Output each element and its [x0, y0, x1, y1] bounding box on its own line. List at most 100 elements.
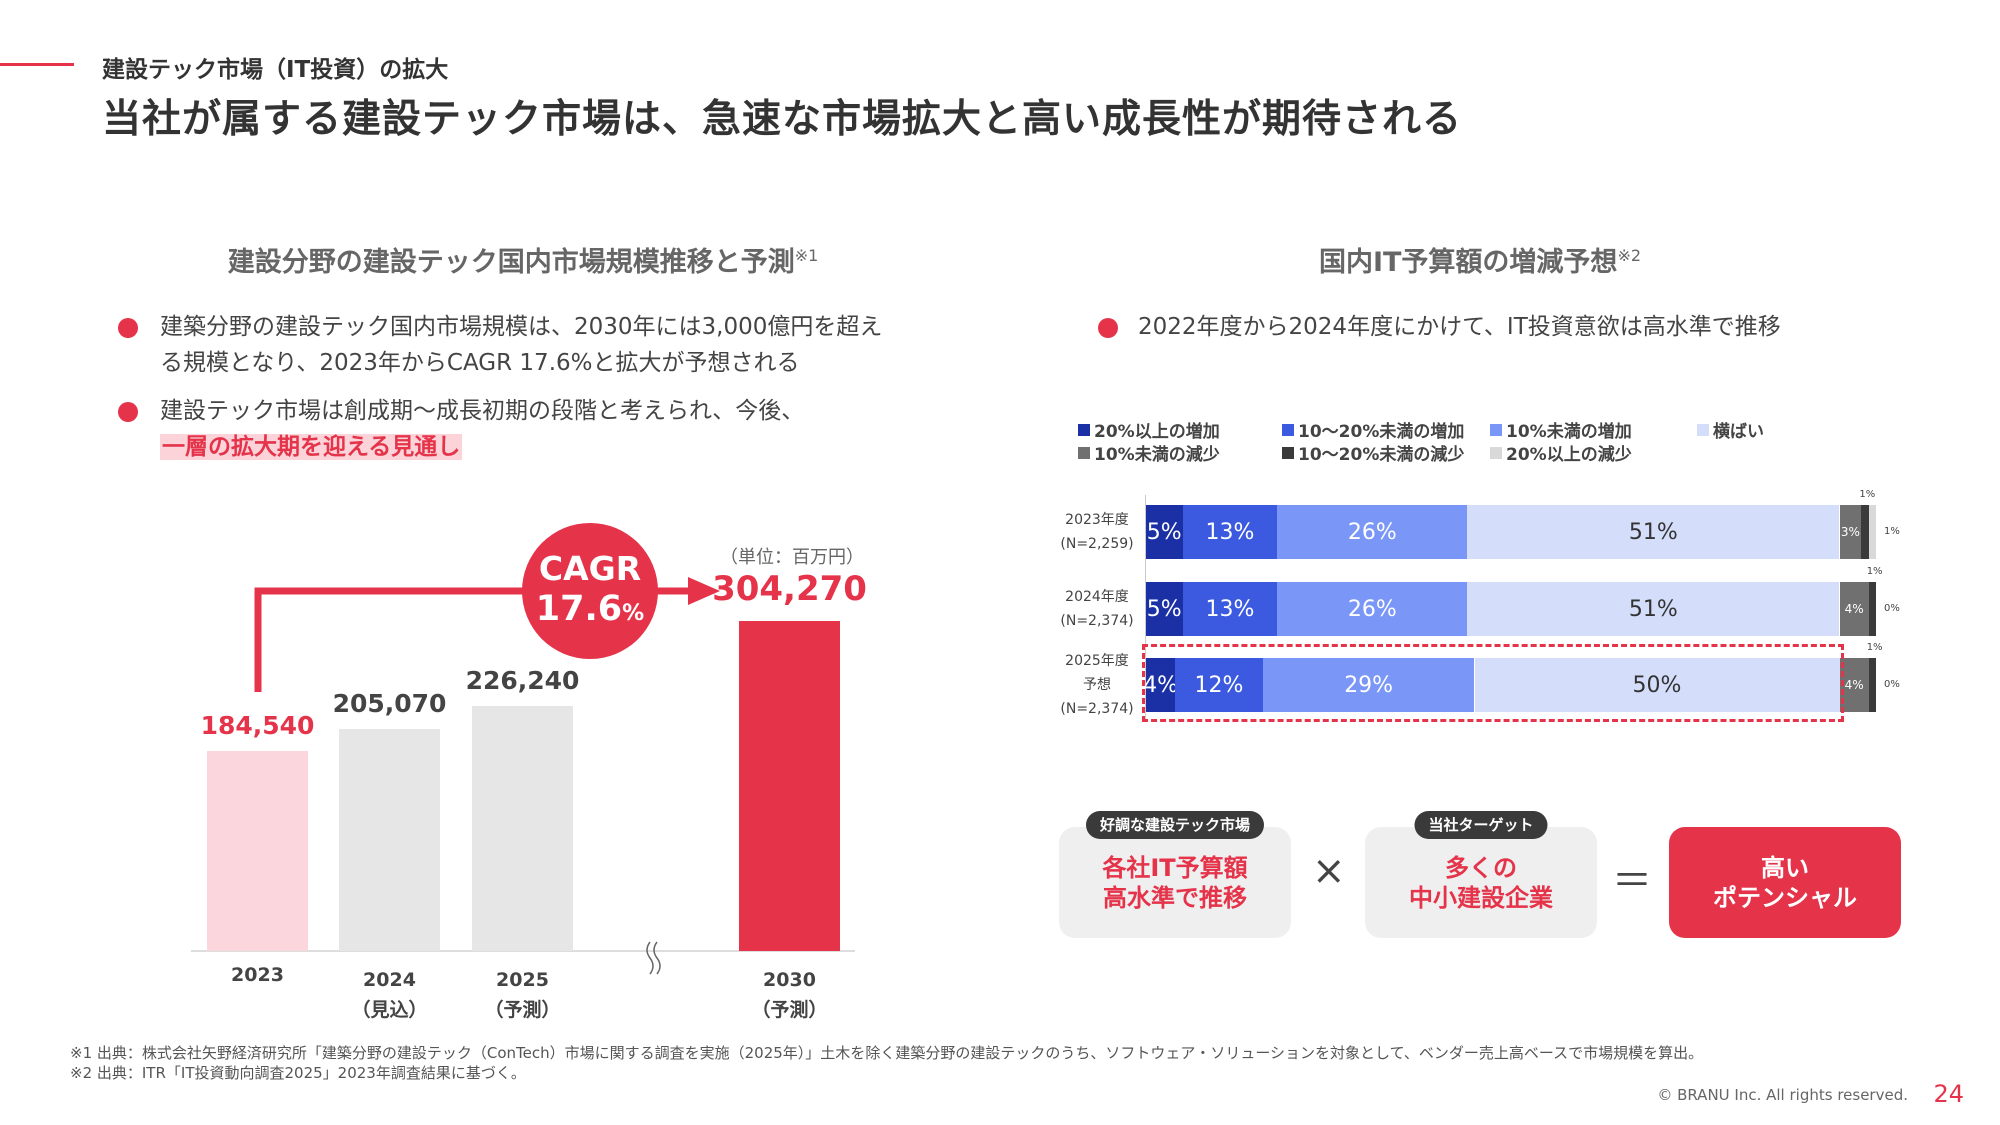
page-title: 当社が属する建設テック市場は、急速な市場拡大と高い成長性が期待される: [102, 97, 1463, 142]
bar-2024: [339, 728, 440, 951]
x-tick-label: 2024 （見込）: [320, 965, 460, 1025]
year-note: （見込）: [351, 999, 428, 1021]
bullet-dot: [118, 402, 138, 422]
left-bullet-1: 建築分野の建設テック国内市場規模は、2030年には3,000億円を超え る規模とな…: [160, 309, 882, 381]
bar-segment: 5%: [1146, 505, 1183, 559]
small-value-label: 0%: [1884, 603, 1900, 614]
year: 2023: [231, 964, 284, 986]
x-tick-label: 2030 （予測）: [720, 965, 860, 1025]
row-label: 2023年度 (N=2,259): [1052, 508, 1142, 556]
left-heading-note: ※1: [794, 246, 819, 265]
value-label: 304,270: [712, 569, 867, 610]
row-year: 2025年度: [1065, 653, 1129, 669]
value-label: 205,070: [332, 688, 447, 718]
bar-segment: 12%: [1175, 658, 1263, 712]
bar-segment: 26%: [1277, 582, 1468, 636]
legend-label: 10〜20%未満の増加: [1298, 422, 1465, 442]
bar-segment: [1868, 505, 1876, 559]
box-text: 高水準で推移: [1103, 883, 1247, 912]
bullet-dot: [118, 318, 138, 338]
row-year: 2024年度: [1065, 589, 1129, 605]
legend-item: 10%未満の減少: [1078, 440, 1220, 465]
legend-swatch: [1490, 446, 1502, 459]
bar-segment: 4%: [1143, 658, 1178, 712]
row-n: (N=2,374): [1060, 613, 1134, 629]
legend-label: 10%未満の減少: [1094, 445, 1220, 465]
right-heading: 国内IT予算額の増減予想※2: [1100, 240, 1860, 279]
right-heading-text: 国内IT予算額の増減予想: [1318, 247, 1618, 278]
legend-item: 20%以上の増加: [1078, 417, 1220, 442]
bar-segment: 51%: [1467, 582, 1840, 636]
right-bullet: 2022年度から2024年度にかけて、IT投資意欲は高水準で推移: [1138, 314, 1781, 340]
times-symbol: ×: [1312, 848, 1346, 894]
legend-swatch: [1697, 423, 1709, 436]
value-label: 226,240: [465, 665, 580, 695]
bar-segment: 5%: [1146, 582, 1183, 636]
legend-label: 横ばい: [1713, 422, 1764, 442]
bar-2023: [207, 751, 308, 951]
tag-label: 好調な建設テック市場: [1085, 811, 1265, 839]
footnote-2: ※2 出典：ITR「IT投資動向調査2025」2023年調査結果に基づく。: [70, 1064, 526, 1082]
small-value-label: 1%: [1859, 489, 1876, 500]
stacked-bar-row: 5% 13% 26% 51% 3%: [1146, 505, 1876, 559]
box-text: 高い: [1761, 853, 1809, 882]
box-text: 各社IT予算額: [1102, 853, 1248, 882]
legend-item: 10〜20%未満の増加: [1282, 417, 1464, 442]
box-text: 中小建設企業: [1409, 883, 1553, 912]
year-note: （予測）: [751, 999, 828, 1021]
left-heading-text: 建設分野の建設テック国内市場規模推移と予測: [227, 247, 795, 278]
box-text: ポテンシャル: [1713, 883, 1857, 912]
bar-segment: 4%: [1839, 658, 1869, 712]
bar-segment: 4%: [1839, 582, 1869, 636]
legend-label: 20%以上の増加: [1094, 422, 1220, 442]
small-value-label: 0%: [1884, 679, 1900, 690]
right-heading-note: ※2: [1617, 246, 1642, 265]
bar-2030: [739, 621, 840, 951]
equals-symbol: ＝: [1612, 858, 1652, 904]
chart-legend: 20%以上の増加 10〜20%未満の増加 10%未満の増加 横ばい 10%未満の減少 10…: [1078, 417, 1878, 467]
legend-label: 20%以上の減少: [1506, 445, 1632, 465]
legend-swatch: [1490, 423, 1502, 436]
y-axis-line: [1145, 495, 1146, 720]
row-label: 2025年度 予想 (N=2,374): [1052, 649, 1142, 721]
row-n: (N=2,374): [1060, 701, 1134, 717]
small-value-label: 1%: [1866, 642, 1883, 653]
legend-label: 10%未満の増加: [1506, 422, 1632, 442]
page-number: 24: [1933, 1080, 1964, 1108]
legend-label: 10〜20%未満の減少: [1298, 445, 1465, 465]
summary-box-market: 好調な建設テック市場 各社IT予算額 高水準で推移: [1059, 811, 1291, 938]
arrow-head-icon: [688, 577, 720, 605]
left-heading: 建設分野の建設テック国内市場規模推移と予測※1: [143, 240, 903, 279]
bar-segment: 51%: [1467, 505, 1840, 559]
cagr-value: 17.6: [535, 589, 623, 629]
bar-segment: 26%: [1277, 505, 1468, 559]
copyright: © BRANU Inc. All rights reserved.: [1657, 1086, 1908, 1104]
bar-segment: [1861, 505, 1869, 559]
bar-segment: [1868, 582, 1876, 636]
forecast-highlight-box: [1142, 644, 1844, 722]
x-tick-label: 2025 （予測）: [453, 965, 593, 1025]
bar-2025: [472, 705, 573, 951]
legend-item: 横ばい: [1697, 417, 1764, 442]
bar-segment: 3%: [1839, 505, 1862, 559]
bar-segment: [1868, 658, 1876, 712]
legend-swatch: [1282, 423, 1294, 436]
market-size-chart: CAGR 17.6% （単位：百万円） 184,540 2023 205,070 20…: [0, 0, 1000, 1040]
stacked-bar-row: 4% 12% 29% 50% 4%: [1143, 658, 1876, 712]
highlight-text: 一層の拡大期を迎える見通し: [160, 434, 463, 460]
small-value-label: 1%: [1866, 566, 1883, 577]
cagr-suffix: %: [622, 601, 645, 626]
bar-segment: 13%: [1182, 505, 1278, 559]
row-label: 2024年度 (N=2,374): [1052, 585, 1142, 633]
legend-item: 20%以上の減少: [1490, 440, 1632, 465]
axis-break-icon: [646, 941, 661, 975]
bar-segment: 50%: [1474, 658, 1840, 712]
x-tick-label: 2023: [188, 960, 328, 990]
row-sub: 予想: [1083, 677, 1111, 693]
year: 2025: [496, 969, 549, 991]
left-bullet-2: 建設テック市場は創成期〜成長初期の段階と考えられ、今後、 一層の拡大期を迎える見通…: [160, 393, 804, 465]
small-value-label: 1%: [1884, 526, 1900, 537]
bar-segment: 13%: [1182, 582, 1278, 636]
legend-item: 10〜20%未満の減少: [1282, 440, 1464, 465]
summary-box-target: 当社ターゲット 多くの 中小建設企業: [1365, 811, 1597, 938]
